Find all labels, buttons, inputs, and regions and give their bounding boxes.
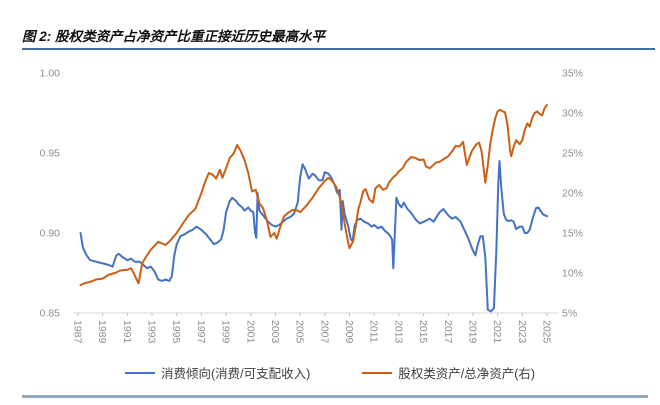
x-tick-label: 2001 [244, 320, 256, 344]
right-axis-label: 10% [562, 268, 583, 280]
legend-item-equity: 股权类资产/总净资产(右) [362, 363, 535, 382]
left-axis-label: 1.00 [40, 68, 61, 80]
consumption-propensity-line [79, 160, 548, 313]
x-tick-label: 2019 [466, 320, 478, 344]
title-underline [22, 48, 655, 50]
right-axis-label: 20% [562, 188, 583, 200]
legend-label-equity: 股权类资产/总净资产(右) [398, 367, 536, 381]
left-axis-label: 0.95 [40, 148, 61, 160]
x-tick-label: 1987 [72, 320, 84, 344]
right-axis-label: 15% [562, 228, 583, 240]
x-tick-label: 2017 [442, 320, 454, 344]
right-axis-label: 30% [562, 108, 583, 120]
left-axis-label: 0.90 [40, 228, 61, 240]
figure-title: 图 2: 股权类资产占净资产比重正接近历史最高水平 [22, 29, 326, 44]
x-tick-label: 2023 [516, 320, 528, 344]
blue-line-swatch [124, 371, 155, 374]
legend-label-consumption: 消费倾向(消费/可支配收入) [160, 367, 311, 381]
equity-share-line [79, 104, 548, 286]
x-tick-label: 2005 [294, 320, 306, 344]
x-tick-label: 1991 [121, 320, 133, 344]
right-axis-label: 35% [562, 68, 583, 80]
x-tick-label: 2025 [541, 320, 553, 344]
legend-item-consumption: 消费倾向(消费/可支配收入) [124, 363, 311, 382]
right-axis-label: 25% [562, 148, 583, 160]
x-tick-label: 1999 [220, 320, 232, 344]
bottom-divider [22, 395, 648, 398]
x-tick-label: 2007 [318, 320, 330, 344]
x-tick-label: 2021 [491, 320, 503, 344]
x-tick-label: 2015 [417, 320, 429, 344]
x-tick-label: 1989 [96, 320, 108, 344]
x-tick-label: 1995 [170, 320, 182, 344]
x-tick-label: 2009 [343, 320, 355, 344]
x-tick-label: 1997 [195, 320, 207, 344]
chart-legend: 消费倾向(消费/可支配收入) 股权类资产/总净资产(右) [0, 363, 660, 382]
x-tick-label: 2011 [368, 320, 380, 343]
x-tick-label: 2013 [392, 320, 404, 344]
x-tick-label: 1993 [146, 320, 158, 344]
left-axis-label: 0.85 [40, 308, 61, 320]
x-tick-label: 2003 [269, 320, 281, 344]
orange-line-swatch [362, 371, 393, 374]
right-axis-label: 5% [562, 308, 577, 320]
